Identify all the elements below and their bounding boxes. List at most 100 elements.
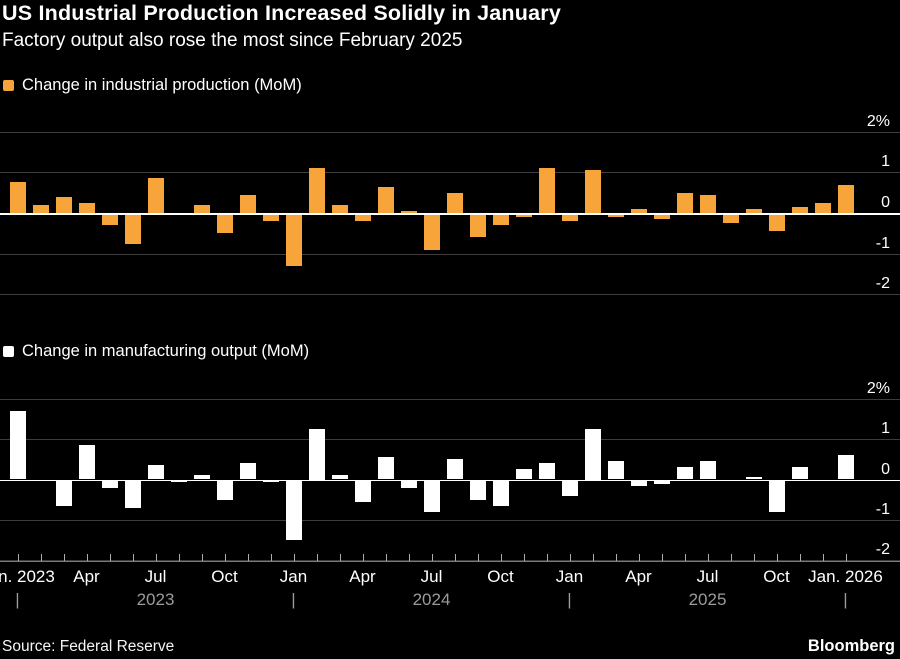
month-tick	[178, 554, 180, 561]
x-axis-label-apr: Apr	[349, 567, 376, 586]
x-axis-line	[0, 561, 900, 562]
x-axis-label-oct: Oct	[211, 567, 238, 586]
bar-jun-2025	[676, 467, 693, 480]
bar-apr-2025	[630, 479, 647, 486]
month-tick	[431, 554, 433, 561]
page-title: US Industrial Production Increased Solid…	[2, 1, 561, 25]
year-separator: |	[291, 590, 296, 609]
month-tick	[845, 554, 847, 561]
bar-aug-2024	[446, 192, 463, 213]
month-tick	[592, 554, 594, 561]
month-tick	[270, 554, 272, 561]
page-subtitle: Factory output also rose the most since …	[2, 30, 463, 51]
bar-jan-2025	[561, 479, 578, 496]
bar-jun-2024	[400, 479, 417, 488]
bar-dec-2024	[538, 463, 555, 480]
bar-jan-2023	[9, 410, 26, 480]
bar-jun-2024	[400, 210, 417, 213]
bar-mar-2023	[55, 196, 72, 213]
gridline--1	[0, 253, 900, 255]
bar-aug-2024	[446, 459, 463, 480]
bar-jan-2024	[285, 479, 302, 541]
y-axis-label--2: -2	[875, 541, 890, 559]
bar-nov-2024	[515, 469, 532, 480]
month-tick	[293, 554, 295, 561]
month-tick	[454, 554, 456, 561]
gridline--2	[0, 560, 900, 562]
month-tick	[316, 554, 318, 561]
bar-nov-2025	[791, 467, 808, 480]
year-label-2025: 2025	[688, 590, 727, 609]
industrial-production-chart: 2% 1 0 -1 -2	[0, 105, 900, 305]
x-axis-label-apr: Apr	[625, 567, 652, 586]
bar-nov-2023	[239, 194, 256, 213]
month-tick	[201, 554, 203, 561]
bar-mar-2024	[331, 475, 348, 480]
bar-jul-2023	[147, 465, 164, 480]
gridline--1	[0, 519, 900, 521]
y-axis-label-0: 0	[881, 460, 890, 478]
y-axis-label--1: -1	[875, 500, 890, 518]
bar-dec-2023	[262, 213, 279, 222]
y-axis-label-0: 0	[881, 194, 890, 211]
month-tick	[523, 554, 525, 561]
bar-dec-2025	[814, 202, 831, 213]
bar-may-2025	[653, 479, 670, 484]
month-tick	[362, 554, 364, 561]
month-tick	[753, 554, 755, 561]
year-separator: |	[15, 590, 20, 609]
x-axis-label-oct: Oct	[487, 567, 514, 586]
bar-feb-2023	[32, 204, 49, 213]
bar-may-2024	[377, 457, 394, 480]
bar-sep-2023	[193, 475, 210, 480]
month-tick	[17, 554, 19, 561]
month-tick	[132, 554, 134, 561]
bar-oct-2025	[768, 213, 785, 232]
year-label-2023: 2023	[136, 590, 175, 609]
bar-nov-2023	[239, 463, 256, 480]
bar-jan-2026	[837, 455, 854, 480]
month-tick	[799, 554, 801, 561]
bar-may-2023	[101, 213, 118, 226]
bar-may-2023	[101, 479, 118, 488]
month-tick	[109, 554, 111, 561]
y-axis-label-1: 1	[881, 420, 890, 438]
legend-manufacturing-output: Change in manufacturing output (MoM)	[3, 342, 309, 361]
bar-nov-2024	[515, 213, 532, 218]
y-axis-label-2: 2%	[866, 112, 890, 130]
month-tick	[247, 554, 249, 561]
year-separator: |	[567, 590, 572, 609]
month-tick	[63, 554, 65, 561]
legend-industrial-production: Change in industrial production (MoM)	[3, 76, 302, 95]
y-axis-label-1: 1	[881, 153, 890, 171]
y-axis-label-2: 2%	[866, 379, 890, 397]
zero-baseline	[0, 479, 900, 481]
bar-jul-2024	[423, 479, 440, 512]
month-tick	[822, 554, 824, 561]
gridline-1	[0, 172, 900, 174]
bar-feb-2024	[308, 168, 325, 213]
bar-oct-2024	[492, 479, 509, 506]
x-axis-label-jul: Jul	[144, 567, 167, 586]
bar-apr-2023	[78, 445, 95, 480]
x-axis-label-jul: Jul	[696, 567, 719, 586]
gridline--2	[0, 294, 900, 296]
month-tick	[86, 554, 88, 561]
x-axis-label-jan-2026: Jan. 2026	[808, 567, 883, 586]
gridline-1	[0, 439, 900, 441]
x-axis: Jan. 2023 Apr Jul Oct Jan Apr Jul Oct Jan Apr Jul O…	[0, 554, 900, 618]
x-axis-label-jan: Jan	[555, 567, 584, 586]
month-tick	[339, 554, 341, 561]
legend-manufacturing-label: Change in manufacturing output (MoM)	[22, 342, 310, 360]
bar-jan-2026	[837, 184, 854, 213]
gridline-2	[0, 131, 900, 133]
bar-sep-2025	[745, 477, 762, 480]
month-tick	[546, 554, 548, 561]
month-tick	[500, 554, 502, 561]
bar-may-2025	[653, 213, 670, 220]
bloomberg-logo: Bloomberg	[807, 637, 895, 655]
bar-jan-2025	[561, 213, 578, 222]
orange-swatch-icon	[3, 80, 14, 91]
bar-nov-2025	[791, 206, 808, 213]
